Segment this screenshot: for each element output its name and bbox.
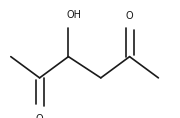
Text: O: O	[126, 11, 133, 21]
Text: O: O	[36, 114, 43, 118]
Text: OH: OH	[66, 10, 81, 20]
